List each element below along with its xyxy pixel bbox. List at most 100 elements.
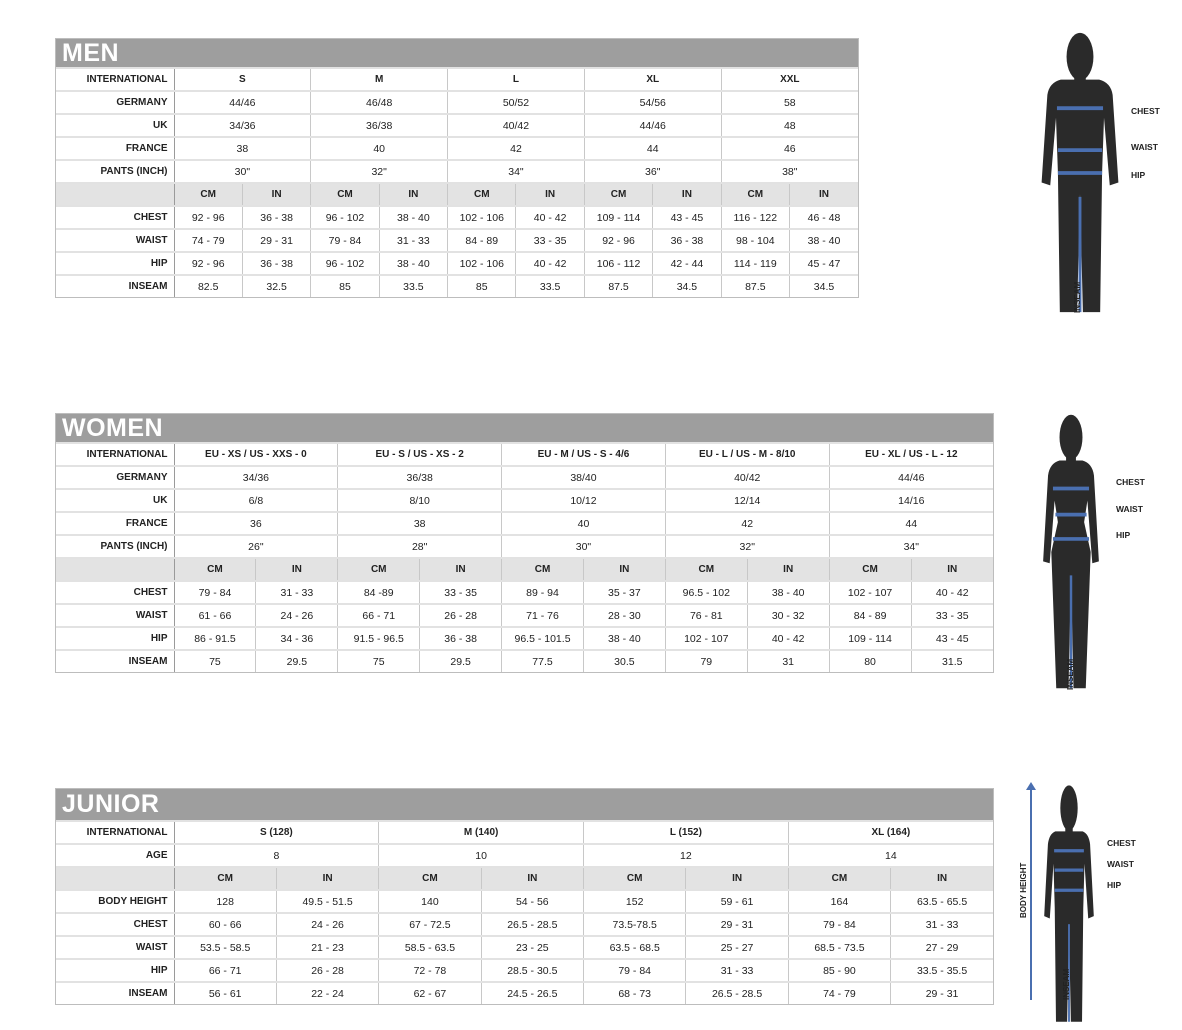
body-silhouette [1043, 460, 1099, 689]
size-cell: 44/46 [583, 113, 722, 137]
size-row: INTERNATIONAL S (128) M (140) L (152) XL (16… [56, 820, 993, 844]
measure-cell: 74 - 79 [787, 981, 891, 1004]
size-cell: S [173, 67, 311, 91]
size-row: INTERNATIONAL S M L XL XXL [56, 67, 858, 91]
unit-cell: CM [828, 557, 912, 581]
unit-row: CM IN CM IN CM IN CM IN CM IN [56, 557, 993, 581]
size-cell: 30" [173, 159, 311, 183]
row-label: PANTS (INCH) [56, 159, 175, 183]
size-cell: 8 [173, 843, 379, 867]
measure-row: BODY HEIGHT 128 49.5 - 51.5 140 54 - 56 152 59… [56, 889, 993, 913]
unit-cell: CM [173, 557, 256, 581]
body-height-arrow-icon [1026, 782, 1036, 1000]
row-label: GERMANY [56, 465, 175, 489]
size-cell: EU - L / US - M - 8/10 [664, 442, 830, 466]
measure-row: CHEST 79 - 84 31 - 33 84 -89 33 - 35 89 - 94 3… [56, 580, 993, 604]
measure-cell: 38 - 40 [582, 626, 666, 650]
size-cell: 28" [337, 534, 502, 558]
measure-cell: 84 -89 [337, 580, 420, 604]
measure-cell: 79 - 84 [787, 912, 891, 936]
row-label: GERMANY [56, 90, 175, 114]
row-label: INTERNATIONAL [56, 442, 175, 466]
head-shape [1059, 414, 1083, 460]
unit-cell: IN [582, 557, 666, 581]
unit-row: CM IN CM IN CM IN CM IN CM IN [56, 182, 858, 206]
size-cell: 36/38 [310, 113, 448, 137]
size-cell: EU - XL / US - L - 12 [828, 442, 993, 466]
measure-cell: 85 [310, 274, 380, 297]
row-label: UK [56, 113, 175, 137]
measure-cell: 38 - 40 [789, 228, 858, 252]
men-size-table: MEN INTERNATIONAL S M L XL XXL GERMANY 44/46 46/… [55, 38, 859, 298]
row-label: WAIST [56, 603, 175, 627]
measure-row: INSEAM 82.5 32.5 85 33.5 85 33.5 87.5 34.5 87.5 34… [56, 274, 858, 297]
measure-cell: 38 - 40 [378, 251, 448, 275]
women-title: WOMEN [56, 414, 993, 442]
measure-cell: 152 [582, 889, 686, 913]
row-label: HIP [56, 626, 175, 650]
measure-row: HIP 66 - 71 26 - 28 72 - 78 28.5 - 30.5 79 - … [56, 958, 993, 982]
size-cell: 42 [447, 136, 585, 160]
size-cell: 44/46 [828, 465, 993, 489]
measure-cell: 36 - 38 [241, 205, 311, 229]
measure-cell: 79 [664, 649, 748, 672]
measure-cell: 79 - 84 [310, 228, 380, 252]
measure-cell: 75 [337, 649, 420, 672]
junior-inseam-label: INSEAM [1062, 968, 1071, 1000]
empty-cell [56, 557, 175, 581]
unit-cell: CM [337, 557, 420, 581]
size-cell: 40/42 [447, 113, 585, 137]
size-cell: L (152) [583, 820, 789, 844]
measure-cell: 63.5 - 68.5 [582, 935, 686, 959]
measure-cell: 36 - 38 [652, 228, 722, 252]
unit-cell: CM [501, 557, 584, 581]
size-cell: 8/10 [337, 488, 502, 512]
row-label: HIP [56, 251, 175, 275]
measure-cell: 33.5 - 35.5 [890, 958, 993, 982]
women-body-figure [1043, 414, 1099, 689]
measure-cell: 71 - 76 [501, 603, 584, 627]
measure-cell: 58.5 - 63.5 [378, 935, 482, 959]
measure-cell: 84 - 89 [828, 603, 912, 627]
measure-cell: 116 - 122 [720, 205, 790, 229]
measure-cell: 74 - 79 [173, 228, 243, 252]
measure-cell: 33 - 35 [515, 228, 585, 252]
unit-cell: CM [583, 182, 653, 206]
size-cell: 38 [173, 136, 311, 160]
measure-cell: 89 - 94 [501, 580, 584, 604]
size-row: UK 6/8 8/10 10/12 12/14 14/16 [56, 488, 993, 512]
size-row: PANTS (INCH) 26" 28" 30" 32" 34" [56, 534, 993, 558]
measure-cell: 96 - 102 [310, 205, 380, 229]
size-cell: 34" [828, 534, 993, 558]
row-label: CHEST [56, 205, 175, 229]
women-waist-label: WAIST [1116, 504, 1143, 514]
unit-cell: CM [582, 866, 686, 890]
unit-cell: IN [685, 866, 789, 890]
measure-row: WAIST 74 - 79 29 - 31 79 - 84 31 - 33 84 - 89… [56, 228, 858, 252]
measure-cell: 32.5 [241, 274, 311, 297]
measure-cell: 109 - 114 [583, 205, 653, 229]
size-cell: 34" [447, 159, 585, 183]
measure-cell: 67 - 72.5 [378, 912, 482, 936]
size-cell: 14 [787, 843, 993, 867]
row-label: CHEST [56, 580, 175, 604]
measure-cell: 29.5 [255, 649, 338, 672]
row-label: BODY HEIGHT [56, 889, 175, 913]
measure-cell: 31 - 33 [378, 228, 448, 252]
measure-cell: 79 - 84 [582, 958, 686, 982]
size-cell: 40 [310, 136, 448, 160]
measure-cell: 59 - 61 [685, 889, 789, 913]
measure-cell: 29 - 31 [890, 981, 993, 1004]
row-label: INTERNATIONAL [56, 820, 175, 844]
empty-cell [56, 866, 175, 890]
size-row: FRANCE 38 40 42 44 46 [56, 136, 858, 160]
measure-cell: 98 - 104 [720, 228, 790, 252]
men-chest-label: CHEST [1131, 106, 1160, 116]
size-cell: 46 [720, 136, 858, 160]
measure-cell: 85 [447, 274, 516, 297]
measure-cell: 53.5 - 58.5 [173, 935, 277, 959]
size-cell: 14/16 [828, 488, 993, 512]
junior-body-height-label: BODY HEIGHT [1019, 862, 1028, 918]
measure-cell: 164 [787, 889, 891, 913]
measure-cell: 79 - 84 [173, 580, 256, 604]
